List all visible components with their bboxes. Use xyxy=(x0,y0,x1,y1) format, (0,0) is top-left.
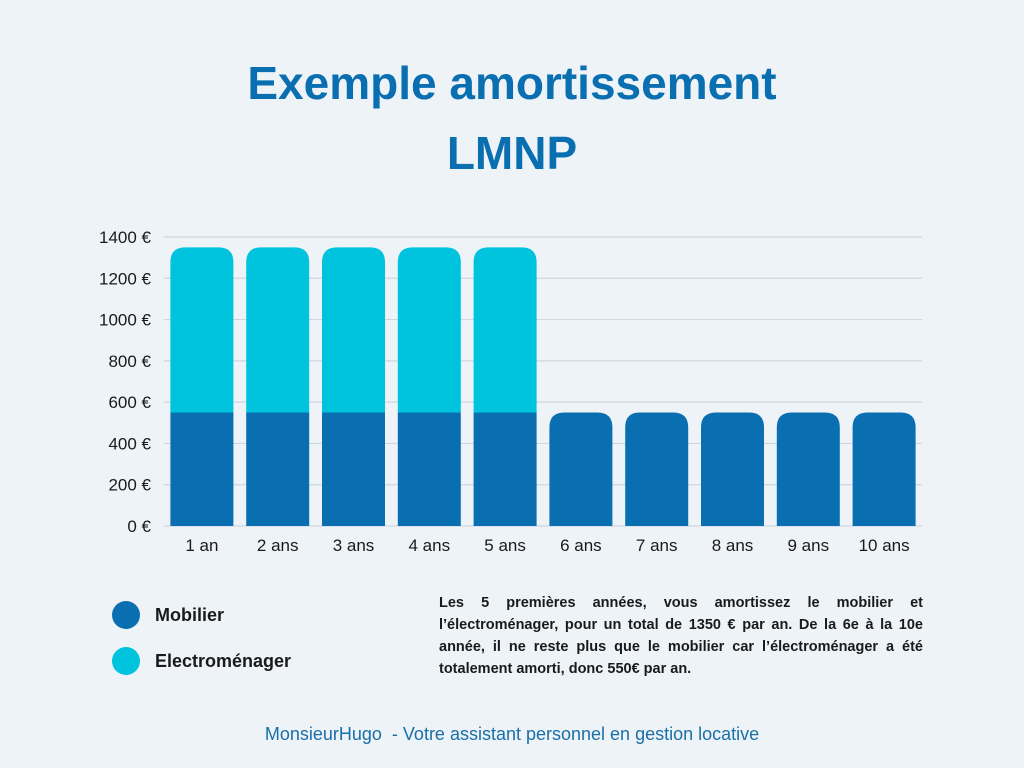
x-axis-ticks: 1 an 2 ans 3 ans 4 ans 5 ans 6 ans 7 ans 8 ans 9… xyxy=(185,536,909,555)
bars xyxy=(170,247,916,526)
x-tick-label: 7 ans xyxy=(636,536,678,555)
legend-swatch-electromenager xyxy=(112,647,140,675)
y-tick-label: 1400 € xyxy=(99,228,152,247)
legend-item-electromenager: Electroménager xyxy=(112,646,291,676)
x-tick-label: 8 ans xyxy=(712,536,754,555)
bar-mobilier xyxy=(246,412,310,526)
bar-mobilier xyxy=(397,412,461,526)
bar-electromenager xyxy=(170,247,234,413)
y-tick-label: 0 € xyxy=(127,517,151,536)
x-tick-label: 2 ans xyxy=(257,536,299,555)
chart-title-line-2: LMNP xyxy=(446,127,578,179)
x-tick-label: 6 ans xyxy=(560,536,602,555)
stacked-bar-chart: 0 € 200 € 400 € 600 € 800 € 1000 € 1200 € 1400 … xyxy=(99,228,922,555)
y-tick-label: 1200 € xyxy=(99,269,152,288)
y-tick-label: 800 € xyxy=(108,352,151,371)
bar-mobilier xyxy=(322,412,385,526)
bar-mobilier xyxy=(852,412,916,526)
x-tick-label: 10 ans xyxy=(859,536,910,555)
bar-mobilier xyxy=(625,412,689,526)
bar-mobilier xyxy=(776,412,840,526)
bar-electromenager xyxy=(322,247,385,413)
legend-swatch-mobilier xyxy=(112,601,140,629)
bar-electromenager xyxy=(246,247,310,413)
bar-electromenager xyxy=(397,247,461,413)
bar-mobilier xyxy=(701,412,764,526)
bar-mobilier xyxy=(170,412,234,526)
bar-mobilier xyxy=(549,412,613,526)
bar-mobilier xyxy=(473,412,537,526)
legend-label-mobilier: Mobilier xyxy=(155,604,225,625)
chart-title-line-1: Exemple amortissement xyxy=(247,57,777,109)
legend: Mobilier Electroménager xyxy=(112,600,291,692)
x-tick-label: 1 an xyxy=(185,536,218,555)
footer-tagline: MonsieurHugo - Votre assistant personnel… xyxy=(264,724,760,744)
y-axis-ticks: 0 € 200 € 400 € 600 € 800 € 1000 € 1200 € 1400 … xyxy=(99,228,152,536)
y-tick-label: 600 € xyxy=(108,393,151,412)
x-tick-label: 9 ans xyxy=(788,536,830,555)
bar-electromenager xyxy=(473,247,537,413)
x-tick-label: 3 ans xyxy=(333,536,375,555)
y-tick-label: 400 € xyxy=(108,434,151,453)
description-text: Les 5 premières années, vous amortissez … xyxy=(439,595,923,677)
y-tick-label: 1000 € xyxy=(99,311,152,330)
y-tick-label: 200 € xyxy=(108,476,151,495)
x-tick-label: 5 ans xyxy=(484,536,526,555)
x-tick-label: 4 ans xyxy=(409,536,451,555)
legend-item-mobilier: Mobilier xyxy=(112,600,291,630)
legend-label-electromenager: Electroménager xyxy=(155,650,292,671)
